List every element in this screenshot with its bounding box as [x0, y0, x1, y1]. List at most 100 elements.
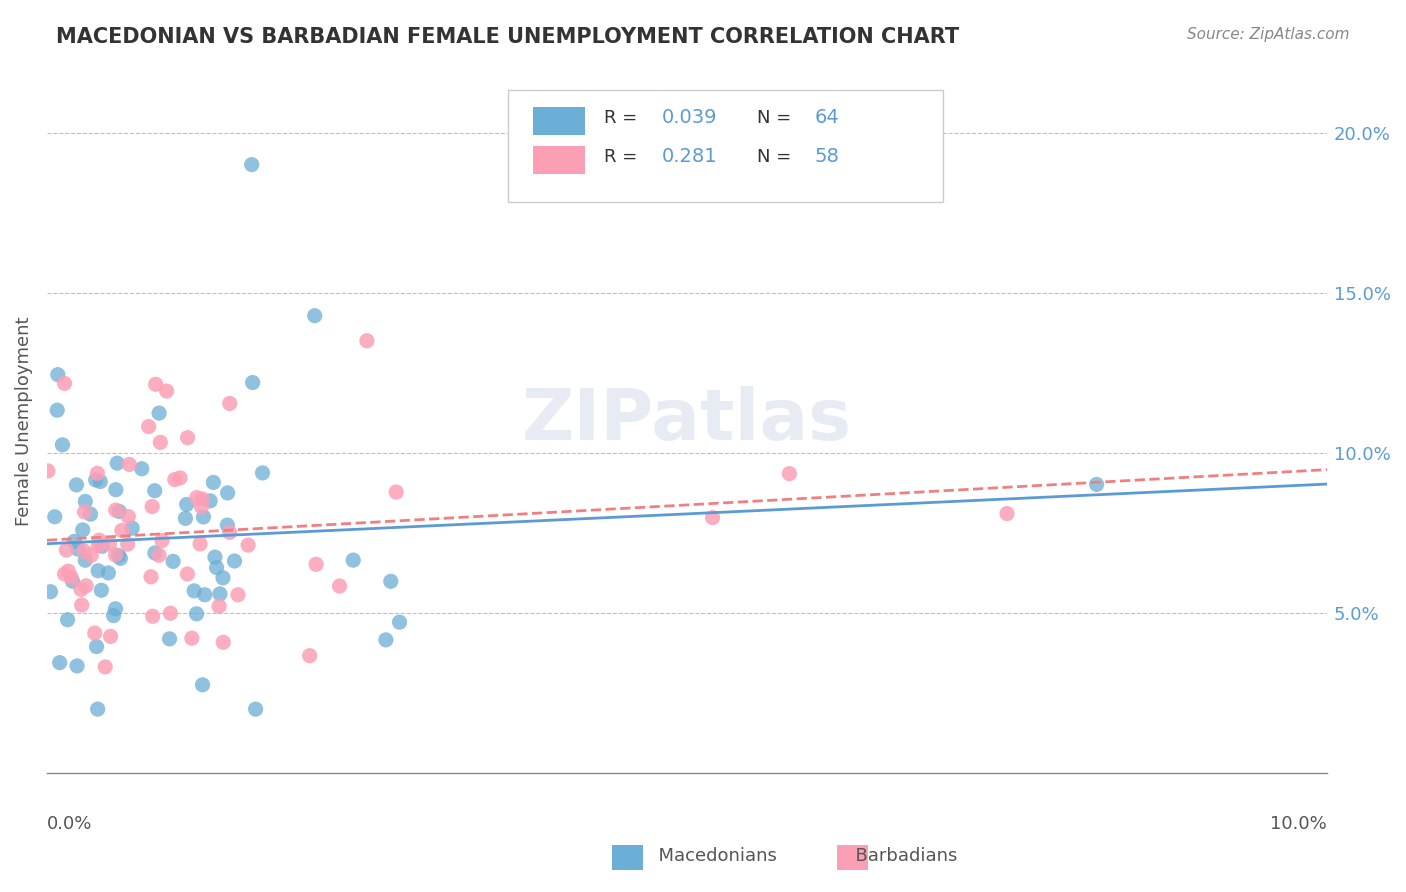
- Point: [217, 486, 239, 500]
- Point: [83, 626, 105, 640]
- Point: [176, 497, 198, 511]
- Point: [58, 564, 80, 578]
- Text: Source: ZipAtlas.com: Source: ZipAtlas.com: [1187, 27, 1350, 42]
- Point: [118, 458, 141, 472]
- Point: [174, 511, 197, 525]
- Point: [53, 566, 76, 581]
- Point: [86, 702, 108, 716]
- Point: [108, 504, 131, 518]
- Point: [150, 533, 173, 548]
- Point: [104, 503, 127, 517]
- Point: [103, 608, 125, 623]
- Point: [89, 475, 111, 489]
- Point: [79, 507, 101, 521]
- Point: [87, 539, 110, 553]
- Point: [73, 544, 96, 558]
- Point: [75, 579, 97, 593]
- Point: [46, 403, 69, 417]
- Text: R =: R =: [603, 109, 637, 127]
- Text: Macedonians: Macedonians: [647, 847, 776, 865]
- Point: [141, 500, 163, 514]
- Point: [37, 464, 59, 478]
- Point: [55, 543, 77, 558]
- Text: Barbadians: Barbadians: [844, 847, 957, 865]
- Point: [380, 574, 402, 589]
- Point: [193, 510, 215, 524]
- Point: [90, 583, 112, 598]
- Text: 64: 64: [815, 108, 839, 128]
- Point: [155, 384, 177, 398]
- Point: [212, 635, 235, 649]
- Point: [66, 659, 89, 673]
- Point: [131, 461, 153, 475]
- Point: [145, 377, 167, 392]
- Point: [97, 566, 120, 580]
- Point: [388, 615, 411, 630]
- Point: [194, 588, 217, 602]
- Point: [51, 438, 73, 452]
- Point: [702, 510, 724, 524]
- Point: [60, 570, 83, 584]
- Point: [159, 607, 181, 621]
- FancyBboxPatch shape: [533, 146, 585, 174]
- Point: [191, 678, 214, 692]
- Text: 0.281: 0.281: [661, 147, 717, 166]
- Point: [86, 640, 108, 654]
- Text: N =: N =: [758, 109, 792, 127]
- Point: [148, 406, 170, 420]
- Point: [75, 553, 97, 567]
- Point: [169, 471, 191, 485]
- Point: [142, 609, 165, 624]
- Point: [245, 702, 267, 716]
- Point: [44, 509, 66, 524]
- Point: [236, 538, 259, 552]
- Point: [100, 629, 122, 643]
- Point: [117, 509, 139, 524]
- Point: [91, 539, 114, 553]
- Text: 58: 58: [815, 147, 839, 166]
- Point: [183, 583, 205, 598]
- Point: [104, 483, 127, 497]
- Point: [188, 537, 211, 551]
- Point: [191, 491, 214, 506]
- Point: [70, 582, 93, 597]
- Point: [217, 518, 239, 533]
- Text: N =: N =: [758, 147, 792, 166]
- Point: [298, 648, 321, 663]
- Y-axis label: Female Unemployment: Female Unemployment: [15, 316, 32, 525]
- Point: [342, 553, 364, 567]
- Point: [86, 467, 108, 481]
- Point: [48, 656, 70, 670]
- Point: [186, 607, 208, 621]
- Point: [121, 521, 143, 535]
- Point: [107, 549, 129, 563]
- Text: MACEDONIAN VS BARBADIAN FEMALE UNEMPLOYMENT CORRELATION CHART: MACEDONIAN VS BARBADIAN FEMALE UNEMPLOYM…: [56, 27, 959, 46]
- Point: [105, 456, 128, 470]
- Point: [94, 660, 117, 674]
- Point: [176, 431, 198, 445]
- Point: [218, 396, 240, 410]
- Point: [162, 554, 184, 568]
- Point: [56, 613, 79, 627]
- Point: [305, 558, 328, 572]
- Point: [208, 587, 231, 601]
- Point: [111, 524, 134, 538]
- Point: [208, 599, 231, 614]
- Point: [73, 505, 96, 519]
- Point: [242, 376, 264, 390]
- Point: [226, 588, 249, 602]
- Point: [104, 601, 127, 615]
- Text: 10.0%: 10.0%: [1270, 815, 1327, 833]
- Point: [252, 466, 274, 480]
- Point: [72, 523, 94, 537]
- Point: [80, 549, 103, 563]
- Point: [328, 579, 350, 593]
- Point: [240, 158, 263, 172]
- FancyBboxPatch shape: [533, 107, 585, 136]
- Point: [46, 368, 69, 382]
- Point: [143, 483, 166, 498]
- Point: [190, 500, 212, 514]
- Point: [385, 485, 408, 500]
- Point: [70, 598, 93, 612]
- Point: [205, 560, 228, 574]
